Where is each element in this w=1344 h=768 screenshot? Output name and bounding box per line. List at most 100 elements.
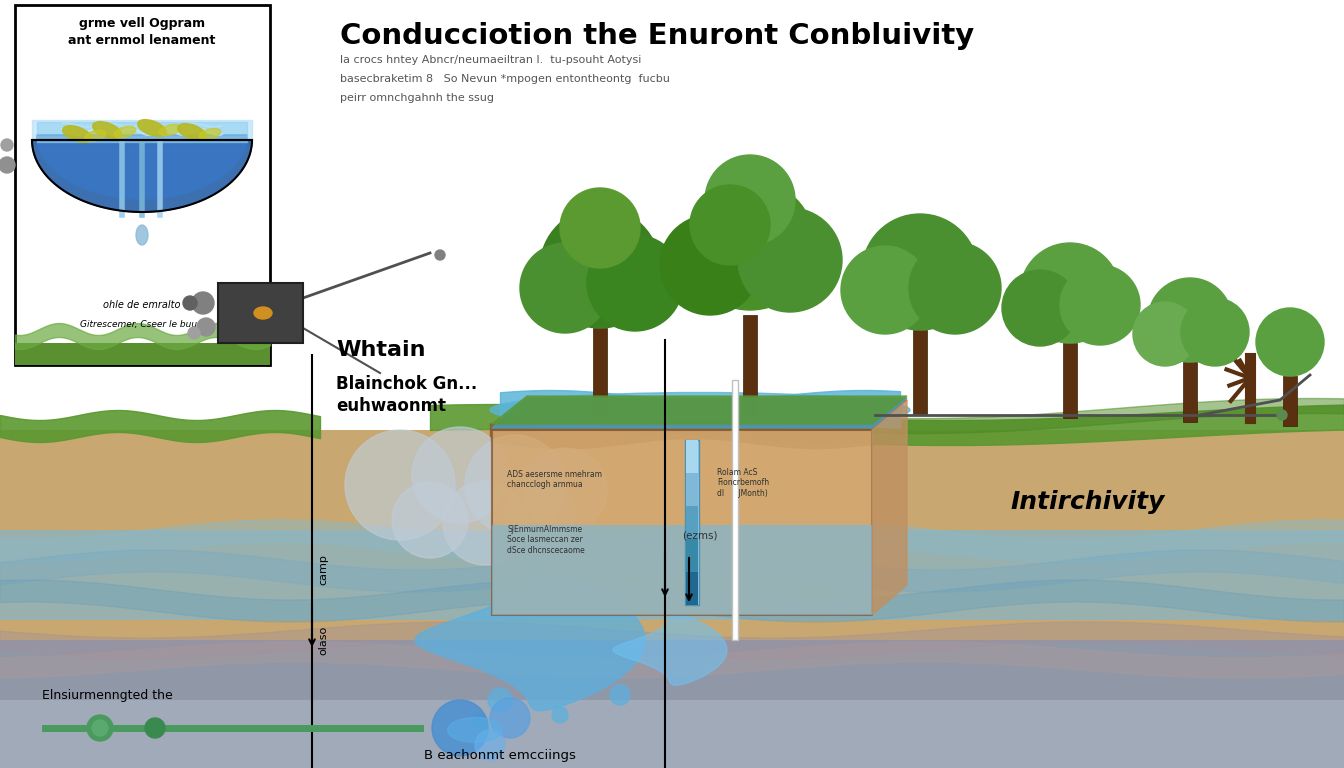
FancyBboxPatch shape xyxy=(1063,343,1077,418)
Circle shape xyxy=(560,188,640,268)
Ellipse shape xyxy=(448,717,503,743)
Circle shape xyxy=(431,700,488,756)
FancyBboxPatch shape xyxy=(15,343,270,365)
Text: Whtain: Whtain xyxy=(336,340,426,360)
FancyBboxPatch shape xyxy=(492,430,872,615)
FancyBboxPatch shape xyxy=(0,640,1344,768)
Polygon shape xyxy=(32,140,253,212)
Circle shape xyxy=(192,292,214,314)
FancyBboxPatch shape xyxy=(0,530,1344,620)
Circle shape xyxy=(1257,308,1324,376)
Circle shape xyxy=(91,720,108,736)
Circle shape xyxy=(505,480,575,550)
Circle shape xyxy=(413,427,508,523)
Ellipse shape xyxy=(491,392,910,428)
Circle shape xyxy=(1020,243,1120,343)
Circle shape xyxy=(474,730,505,760)
FancyBboxPatch shape xyxy=(593,328,607,418)
Circle shape xyxy=(465,435,564,535)
Circle shape xyxy=(392,482,468,558)
Ellipse shape xyxy=(199,128,220,140)
Ellipse shape xyxy=(63,126,91,142)
Polygon shape xyxy=(492,398,907,428)
Text: ADS aesersme nmehram
chancclogh arnmua: ADS aesersme nmehram chancclogh arnmua xyxy=(507,470,602,489)
Circle shape xyxy=(188,327,200,339)
Text: la crocs hntey Abncr/neumaeiltran l.  tu-psouht Aotysi: la crocs hntey Abncr/neumaeiltran l. tu-… xyxy=(340,55,641,65)
FancyBboxPatch shape xyxy=(0,700,1344,768)
Circle shape xyxy=(145,718,165,738)
Text: camp: camp xyxy=(319,554,328,585)
Text: olaso: olaso xyxy=(319,625,328,654)
Circle shape xyxy=(183,296,198,310)
Text: SJEnmurnAImmsme
Soce lasmeccan zer
dSce dhcnscecaome: SJEnmurnAImmsme Soce lasmeccan zer dSce … xyxy=(507,525,585,554)
Circle shape xyxy=(1148,278,1232,362)
Text: ant ernmol lenament: ant ernmol lenament xyxy=(69,35,215,48)
Text: euhwaonmt: euhwaonmt xyxy=(336,397,446,415)
Text: Gitrescemer, Cseer le buurr: Gitrescemer, Cseer le buurr xyxy=(79,320,204,329)
FancyBboxPatch shape xyxy=(685,572,698,605)
FancyBboxPatch shape xyxy=(492,525,872,615)
Text: basecbraketim 8   So Nevun *mpogen entontheontg  fucbu: basecbraketim 8 So Nevun *mpogen entonth… xyxy=(340,74,669,84)
FancyBboxPatch shape xyxy=(743,315,757,415)
Circle shape xyxy=(706,155,796,245)
Circle shape xyxy=(491,698,530,738)
Circle shape xyxy=(520,243,610,333)
Polygon shape xyxy=(492,396,907,424)
FancyBboxPatch shape xyxy=(685,440,698,473)
Circle shape xyxy=(444,481,527,565)
FancyBboxPatch shape xyxy=(0,430,1344,768)
Ellipse shape xyxy=(136,225,148,245)
Circle shape xyxy=(1181,298,1249,366)
Circle shape xyxy=(862,214,978,330)
Circle shape xyxy=(738,208,841,312)
FancyBboxPatch shape xyxy=(685,539,698,572)
Circle shape xyxy=(473,713,487,727)
FancyBboxPatch shape xyxy=(913,330,927,415)
Text: Elnsiurmenngted the: Elnsiurmenngted the xyxy=(42,688,173,701)
Circle shape xyxy=(685,180,814,310)
Circle shape xyxy=(488,688,512,712)
Polygon shape xyxy=(492,400,907,430)
Circle shape xyxy=(909,242,1001,334)
Ellipse shape xyxy=(160,124,180,136)
FancyBboxPatch shape xyxy=(685,440,699,605)
Circle shape xyxy=(1,139,13,151)
Ellipse shape xyxy=(85,131,106,141)
Text: ohle de emralto: ohle de emralto xyxy=(103,300,180,310)
Circle shape xyxy=(1133,302,1198,366)
FancyBboxPatch shape xyxy=(218,283,302,343)
Circle shape xyxy=(610,685,630,705)
Ellipse shape xyxy=(114,127,136,137)
Circle shape xyxy=(435,250,445,260)
Ellipse shape xyxy=(93,121,121,138)
Polygon shape xyxy=(415,569,645,710)
Circle shape xyxy=(1003,270,1078,346)
Polygon shape xyxy=(38,135,247,199)
Circle shape xyxy=(0,157,15,173)
Circle shape xyxy=(841,246,929,334)
FancyBboxPatch shape xyxy=(1183,362,1198,422)
Circle shape xyxy=(1060,265,1140,345)
Text: (ezms): (ezms) xyxy=(681,530,718,540)
Circle shape xyxy=(523,448,607,532)
Circle shape xyxy=(587,235,683,331)
Ellipse shape xyxy=(177,124,206,141)
Text: Rolam AcS
Fioncrbemofh
dI      JMonth): Rolam AcS Fioncrbemofh dI JMonth) xyxy=(716,468,769,498)
Circle shape xyxy=(1277,410,1288,420)
FancyBboxPatch shape xyxy=(732,380,738,640)
Ellipse shape xyxy=(137,120,167,137)
Circle shape xyxy=(540,208,660,328)
Ellipse shape xyxy=(254,307,271,319)
Circle shape xyxy=(345,430,456,540)
Circle shape xyxy=(660,215,759,315)
Text: grme vell Ogpram: grme vell Ogpram xyxy=(79,16,206,29)
Text: Intirchivity: Intirchivity xyxy=(1009,490,1164,514)
Text: B eachonmt emcciings: B eachonmt emcciings xyxy=(425,749,577,762)
Text: Conducciotion the Enuront Conbluivity: Conducciotion the Enuront Conbluivity xyxy=(340,22,974,50)
Circle shape xyxy=(87,715,113,741)
FancyBboxPatch shape xyxy=(0,0,1344,430)
Text: peirr omnchgahnh the ssug: peirr omnchgahnh the ssug xyxy=(340,93,495,103)
FancyBboxPatch shape xyxy=(1284,376,1297,426)
Circle shape xyxy=(552,707,569,723)
Circle shape xyxy=(689,185,770,265)
